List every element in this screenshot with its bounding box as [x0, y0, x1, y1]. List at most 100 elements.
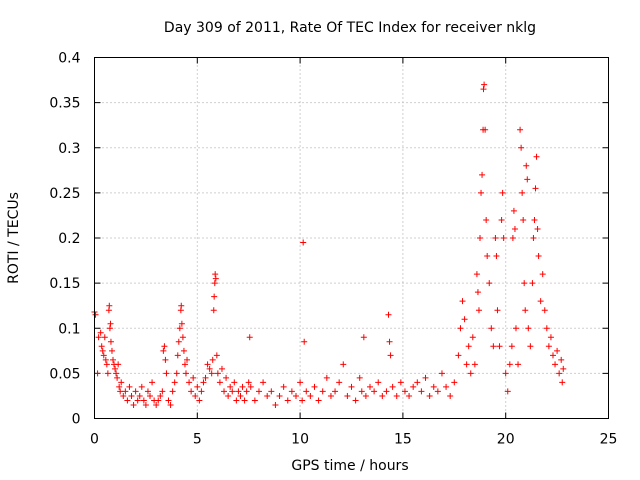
data-point	[386, 338, 393, 345]
data-point	[332, 388, 339, 395]
y-tick-label: 0.4	[58, 51, 80, 67]
data-point	[208, 370, 215, 377]
data-point	[461, 316, 468, 323]
data-point	[120, 392, 127, 399]
data-point	[107, 320, 114, 327]
data-point	[94, 370, 101, 377]
x-tick-label: 25	[600, 432, 618, 448]
data-point	[98, 343, 105, 350]
data-point	[101, 334, 108, 341]
data-point	[311, 383, 318, 390]
data-point	[210, 307, 217, 314]
data-point	[134, 397, 141, 404]
data-point	[474, 289, 481, 296]
data-point	[126, 383, 133, 390]
data-point	[479, 171, 486, 178]
x-tick-label: 5	[193, 432, 202, 448]
data-point	[107, 338, 114, 345]
data-point	[218, 365, 225, 372]
data-point	[190, 374, 197, 381]
data-point	[182, 370, 189, 377]
data-point	[447, 392, 454, 399]
data-point	[212, 271, 219, 278]
data-point	[406, 392, 413, 399]
data-point	[264, 392, 271, 399]
data-point	[138, 383, 145, 390]
data-point	[255, 388, 262, 395]
data-point	[498, 216, 505, 223]
x-tick-label: 10	[291, 432, 309, 448]
data-point	[484, 253, 491, 260]
data-point	[149, 379, 156, 386]
data-point	[397, 379, 404, 386]
data-point	[122, 388, 129, 395]
data-point	[225, 392, 232, 399]
data-point	[188, 388, 195, 395]
data-point	[531, 216, 538, 223]
data-point	[336, 379, 343, 386]
data-point	[344, 392, 351, 399]
data-point	[414, 379, 421, 386]
data-point	[181, 361, 188, 368]
data-point	[360, 334, 367, 341]
data-point	[251, 397, 258, 404]
data-point	[315, 397, 322, 404]
data-point	[100, 352, 107, 359]
data-point	[124, 397, 131, 404]
data-point	[288, 388, 295, 395]
data-point	[520, 216, 527, 223]
data-point	[213, 352, 220, 359]
data-point	[276, 392, 283, 399]
data-point	[136, 392, 143, 399]
data-point	[95, 334, 102, 341]
data-point	[231, 379, 238, 386]
data-point	[233, 397, 240, 404]
data-point	[323, 374, 330, 381]
data-point	[410, 383, 417, 390]
data-point	[393, 392, 400, 399]
plot-frame	[94, 57, 609, 419]
data-point	[245, 379, 252, 386]
data-point	[517, 126, 524, 133]
data-point	[496, 343, 503, 350]
data-point	[307, 392, 314, 399]
data-point	[492, 235, 499, 241]
data-point	[157, 392, 164, 399]
data-point	[383, 388, 390, 395]
data-point	[521, 280, 528, 287]
y-tick-label: 0.3	[58, 141, 80, 157]
data-point	[508, 343, 515, 350]
data-point	[504, 388, 511, 395]
data-point	[467, 370, 474, 377]
data-point	[211, 280, 218, 287]
data-point	[241, 397, 248, 404]
data-point	[142, 401, 149, 408]
grid-lines	[94, 57, 609, 419]
data-point	[103, 361, 110, 368]
data-point	[198, 388, 205, 395]
data-point	[499, 189, 506, 196]
data-point	[515, 361, 522, 368]
data-point	[216, 379, 223, 386]
data-point	[480, 86, 487, 93]
data-point	[200, 379, 207, 386]
x-tick-label: 15	[394, 432, 412, 448]
data-point	[552, 361, 559, 368]
data-point	[537, 298, 544, 305]
data-point	[547, 334, 554, 341]
data-point	[223, 374, 230, 381]
data-point	[511, 225, 518, 232]
data-point	[512, 325, 519, 332]
data-point	[481, 81, 488, 88]
data-point	[246, 334, 253, 341]
data-point	[529, 280, 536, 287]
data-point	[443, 383, 450, 390]
data-point	[506, 361, 513, 368]
data-point	[140, 397, 147, 404]
data-point	[560, 365, 567, 372]
data-point	[352, 397, 359, 404]
data-point	[523, 162, 530, 169]
data-point	[180, 347, 187, 354]
data-point	[543, 325, 550, 332]
data-point	[488, 325, 495, 332]
